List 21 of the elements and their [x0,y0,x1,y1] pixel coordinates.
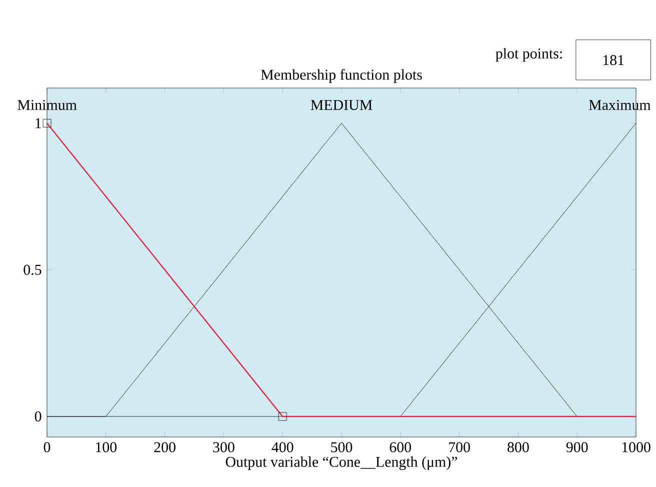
x-tick-label: 600 [390,442,412,452]
y-tick-label: 0 [34,411,42,422]
text: 181 [603,55,624,66]
x-tick-label: 400 [272,442,294,452]
x-tick-label: 800 [508,442,529,452]
y-tick-label: 0.5 [24,264,42,275]
y-tick-label: 1 [36,118,41,128]
series-label: Minimum [18,100,77,110]
series-label: MEDIUM [310,100,372,110]
x-axis-title: Output variable “Cone__Length (μm)” [226,456,458,470]
x-tick-label: 200 [154,442,176,452]
x-tick-label: 500 [331,442,352,452]
x-tick-label: 100 [96,442,117,452]
x-tick-label: 900 [566,442,588,452]
chart-title: Membership function plots [261,69,422,83]
series-label: Maximum [589,100,651,110]
x-tick-label: 300 [213,442,234,452]
x-tick-label: 0 [44,442,50,452]
x-tick-label: 700 [449,442,470,452]
x-tick-label: 1000 [622,442,650,452]
text: plot points: [496,48,562,62]
